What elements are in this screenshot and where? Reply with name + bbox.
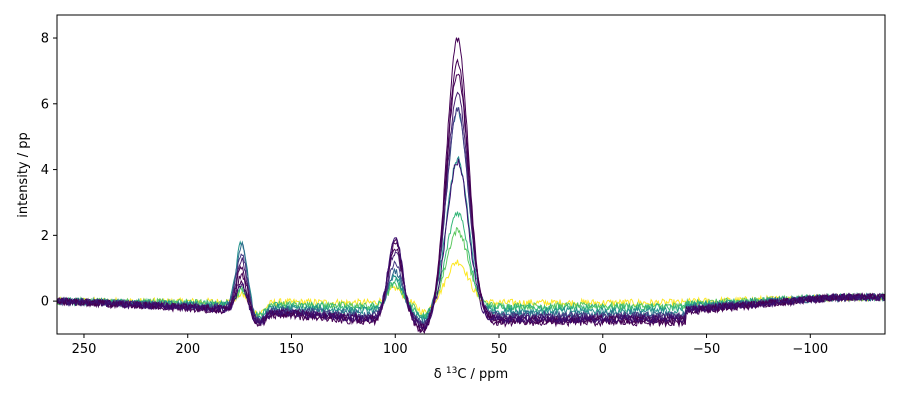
x-tick-label: 150 [279, 342, 304, 357]
plot-frame [56, 14, 886, 335]
x-axis-ticks: 250 200 150 100 50 0 −50 −100 [72, 334, 828, 357]
x-tick-label: 200 [175, 342, 200, 357]
y-tick-label: 0 [41, 295, 49, 310]
y-tick-label: 2 [41, 229, 49, 244]
series-lines [56, 37, 886, 334]
y-tick-label: 8 [41, 32, 49, 47]
y-axis-ticks: 0 2 4 6 8 [41, 32, 57, 310]
x-tick-label: −50 [693, 342, 720, 357]
series-line [56, 158, 886, 330]
y-tick-label: 4 [41, 163, 49, 178]
x-tick-label: −100 [792, 342, 828, 357]
y-tick-label: 6 [41, 97, 49, 112]
y-axis-label: intensity / pp [16, 132, 31, 218]
x-tick-label: 0 [599, 342, 607, 357]
x-tick-label: 100 [383, 342, 408, 357]
x-axis-label: δ 13C / ppm [434, 366, 508, 382]
x-tick-label: 50 [491, 342, 508, 357]
x-tick-label: 250 [72, 342, 97, 357]
series-line [56, 37, 886, 334]
